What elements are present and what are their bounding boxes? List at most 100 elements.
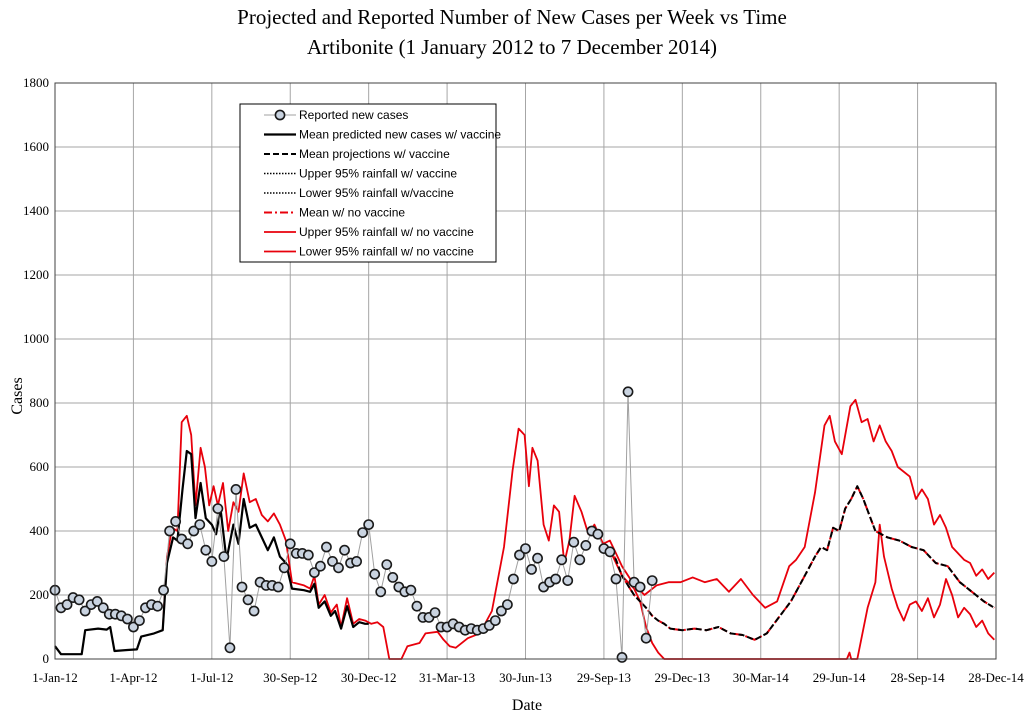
data-point (387, 572, 399, 583)
data-point (568, 536, 580, 548)
data-point (604, 546, 616, 558)
data-point (170, 516, 182, 527)
data-point (134, 615, 145, 626)
data-point (514, 549, 525, 561)
data-point (405, 584, 417, 596)
chart-subtitle: Artibonite (1 January 2012 to 7 December… (307, 35, 717, 59)
x-tick-label: 29-Dec-13 (655, 670, 711, 685)
y-tick-label: 1200 (23, 267, 49, 282)
series-upper-95-rainfall-w-no-vaccine (161, 398, 995, 660)
data-point (284, 538, 296, 550)
data-point (152, 600, 163, 612)
x-tick-label: 30-Mar-14 (733, 670, 790, 685)
data-point (218, 551, 230, 562)
data-point (308, 567, 320, 578)
x-axis-label: Date (512, 697, 542, 714)
data-point (592, 528, 604, 540)
data-point (411, 600, 423, 612)
data-point (381, 559, 393, 570)
data-point (91, 596, 103, 607)
data-point (502, 599, 513, 610)
data-point (339, 544, 350, 556)
data-point (230, 483, 242, 495)
data-point (194, 519, 206, 530)
grid (54, 82, 997, 660)
data-point (616, 652, 628, 663)
data-point (242, 594, 254, 606)
data-point (634, 581, 646, 593)
data-point (79, 605, 91, 617)
x-tick-label: 28-Dec-14 (968, 670, 1024, 685)
data-point (333, 562, 344, 574)
y-tick-label: 800 (30, 395, 50, 410)
legend-label: Upper 95% rainfall w/ vaccine (299, 167, 457, 181)
data-point (97, 602, 109, 614)
x-tick-label: 30-Dec-12 (341, 670, 397, 685)
x-tick-label: 30-Sep-12 (263, 670, 317, 685)
y-tick-label: 1400 (23, 203, 49, 218)
legend-label: Lower 95% rainfall w/vaccine (299, 186, 454, 200)
y-tick-label: 1600 (23, 139, 49, 154)
data-point (272, 581, 284, 593)
data-point (495, 605, 507, 617)
x-tick-label: 31-Mar-13 (419, 670, 475, 685)
y-tick-labels: 0 200 400 600 800 1000 1200 1400 1600 1800 (23, 75, 49, 666)
series-line-upper-95-rainfall-w-no-vaccine (161, 398, 995, 660)
legend-item: Upper 95% rainfall w/ vaccine (264, 167, 457, 181)
data-point (357, 527, 369, 538)
y-tick-label: 1800 (23, 75, 49, 90)
data-point (520, 543, 531, 554)
data-point (646, 575, 658, 586)
data-point (61, 599, 73, 610)
x-tick-label: 1-Apr-12 (109, 670, 157, 685)
y-tick-label: 200 (30, 587, 50, 602)
data-point (532, 552, 543, 564)
data-point (508, 573, 519, 585)
y-tick-label: 1000 (23, 331, 49, 346)
legend-item: Mean w/ no vaccine (264, 206, 405, 220)
series-lower-95-rainfall-w-no-vaccine (602, 523, 995, 660)
x-tick-labels: 1-Jan-12 1-Apr-12 1-Jul-12 30-Sep-12 30-Dec-… (32, 670, 1024, 685)
data-point (550, 573, 562, 585)
legend-item: Lower 95% rainfall w/ no vaccine (264, 245, 474, 259)
data-point (321, 541, 332, 553)
data-point (369, 568, 381, 580)
series-line-lower-95-rainfall-w-no-vaccine (602, 523, 995, 660)
legend-box (239, 103, 497, 263)
data-point (128, 621, 139, 633)
series-line-mean-projections-w-vaccine (602, 485, 995, 641)
x-tick-label: 29-Jun-14 (813, 670, 866, 685)
legend-item: Mean projections w/ vaccine (264, 147, 450, 161)
series-reported-new-cases (49, 386, 658, 663)
legend-label: Mean w/ no vaccine (299, 206, 405, 220)
data-point (556, 554, 568, 566)
data-point (121, 613, 133, 625)
data-point (574, 554, 586, 566)
data-point (248, 605, 260, 617)
data-point (302, 549, 314, 561)
x-tick-label: 1-Jul-12 (190, 670, 233, 685)
data-point (580, 540, 592, 551)
y-axis-label: Cases (9, 377, 26, 414)
data-point (200, 544, 212, 556)
series-mean-projections-w-vaccine (602, 485, 995, 641)
y-tick-label: 0 (43, 651, 50, 666)
data-point (315, 560, 326, 572)
data-point (206, 556, 218, 567)
data-point (363, 519, 375, 530)
legend-item: Upper 95% rainfall w/ no vaccine (264, 225, 474, 239)
x-tick-label: 28-Sep-14 (890, 670, 945, 685)
data-point (182, 538, 194, 550)
data-point (375, 586, 387, 598)
data-point (73, 594, 85, 606)
legend: Reported new cases Mean predicted new cas… (239, 103, 501, 263)
data-point (188, 525, 200, 537)
x-tick-label: 30-Jun-13 (499, 670, 552, 685)
data-point (622, 386, 634, 398)
data-point (610, 573, 622, 585)
legend-item: Reported new cases (264, 108, 408, 122)
legend-item: Mean predicted new cases w/ vaccine (264, 128, 501, 142)
legend-label: Reported new cases (299, 108, 408, 122)
data-point (640, 632, 652, 644)
